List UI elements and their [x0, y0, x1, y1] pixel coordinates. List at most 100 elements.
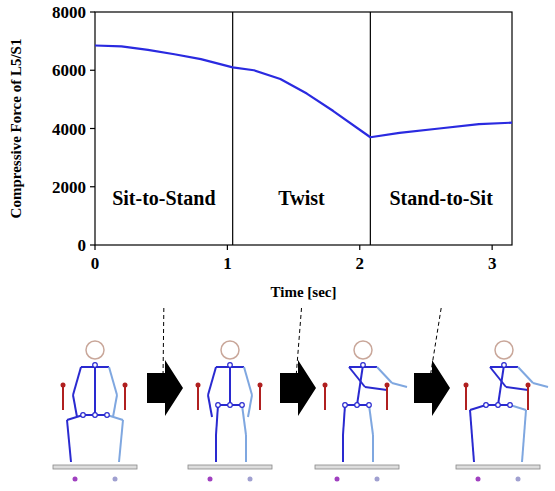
limb	[229, 365, 231, 405]
joint	[367, 403, 372, 408]
joint	[355, 403, 360, 408]
head	[86, 341, 104, 359]
limb	[113, 395, 117, 417]
limb	[73, 367, 81, 395]
limb	[208, 395, 212, 417]
joint	[361, 363, 366, 368]
y-tick	[90, 244, 95, 245]
platform	[315, 465, 399, 469]
platform	[456, 465, 540, 469]
foot-marker	[248, 477, 253, 482]
x-tick-label: 1	[223, 254, 232, 273]
marker	[526, 383, 531, 388]
limb	[527, 385, 529, 410]
limb	[533, 383, 548, 387]
y-tick	[90, 11, 95, 12]
marker	[323, 383, 328, 388]
limb	[67, 420, 71, 462]
foot-marker	[208, 477, 213, 482]
limb	[215, 435, 217, 462]
joint	[508, 403, 513, 408]
marker	[385, 383, 390, 388]
marker	[464, 383, 469, 388]
limb	[386, 385, 388, 410]
limb	[259, 385, 261, 410]
limb	[372, 435, 374, 462]
limb	[377, 367, 392, 383]
limb	[506, 387, 528, 390]
head	[495, 341, 513, 359]
y-tick	[90, 128, 95, 129]
limb	[197, 385, 199, 410]
joint	[343, 403, 348, 408]
limb	[248, 395, 252, 417]
x-tick	[227, 245, 228, 250]
limb	[470, 410, 474, 462]
limb	[343, 405, 345, 435]
stick-figure	[188, 341, 272, 482]
phase-label: Stand-to-Sit	[389, 187, 493, 209]
joint	[496, 403, 501, 408]
y-tick	[90, 70, 95, 71]
x-tick	[94, 245, 95, 250]
phase-boundary	[370, 12, 371, 245]
x-tick	[359, 245, 360, 250]
foot-marker	[375, 477, 380, 482]
chart-root: 0 2000 4000 6000 8000 0 1 2 3 Time [sec] Compressi…	[0, 0, 555, 491]
limb	[244, 367, 252, 395]
foot-marker	[516, 477, 521, 482]
limb	[216, 405, 218, 435]
y-tick-label: 4000	[52, 120, 86, 139]
plot-marks	[95, 45, 512, 137]
limb	[242, 405, 246, 435]
limb	[342, 435, 344, 462]
plot-frame	[95, 12, 512, 245]
limb	[119, 420, 123, 462]
joint	[228, 403, 233, 408]
connector	[163, 308, 165, 378]
limb	[392, 383, 407, 387]
joint	[93, 363, 98, 368]
y-tick-label: 0	[78, 236, 87, 255]
x-tick-label: 0	[91, 254, 100, 273]
arrow	[280, 360, 316, 416]
foot-marker	[335, 477, 340, 482]
x-axis-title: Time [sec]	[271, 284, 337, 300]
marker	[123, 383, 128, 388]
marker	[258, 383, 263, 388]
y-tick-label: 2000	[52, 178, 86, 197]
arrow	[414, 360, 450, 416]
limb	[124, 385, 126, 410]
y-tick-label: 8000	[52, 3, 86, 22]
joint	[216, 403, 221, 408]
limb	[498, 365, 504, 405]
x-tick-label: 3	[488, 254, 497, 273]
joint	[105, 413, 110, 418]
head	[221, 341, 239, 359]
limb	[73, 395, 77, 417]
y-tick	[90, 186, 95, 187]
limb	[208, 367, 216, 395]
limb	[245, 435, 247, 462]
limb	[465, 385, 467, 410]
marker	[61, 383, 66, 388]
data-line	[95, 45, 512, 137]
y-axis-title: Compressive Force of L5/S1	[8, 39, 24, 219]
limb	[324, 385, 326, 410]
platform	[188, 465, 272, 469]
phase-label: Twist	[278, 187, 325, 209]
joint	[228, 363, 233, 368]
phase-boundary	[232, 12, 233, 245]
x-tick-label: 2	[356, 254, 365, 273]
limb	[109, 367, 117, 395]
foot-marker	[476, 477, 481, 482]
x-tick	[492, 245, 493, 250]
joint	[502, 363, 507, 368]
limb	[490, 367, 506, 387]
limb	[357, 365, 363, 405]
head	[354, 341, 372, 359]
joint	[240, 403, 245, 408]
y-tick-label: 6000	[52, 61, 86, 80]
limb	[349, 367, 365, 387]
foot-marker	[73, 477, 78, 482]
